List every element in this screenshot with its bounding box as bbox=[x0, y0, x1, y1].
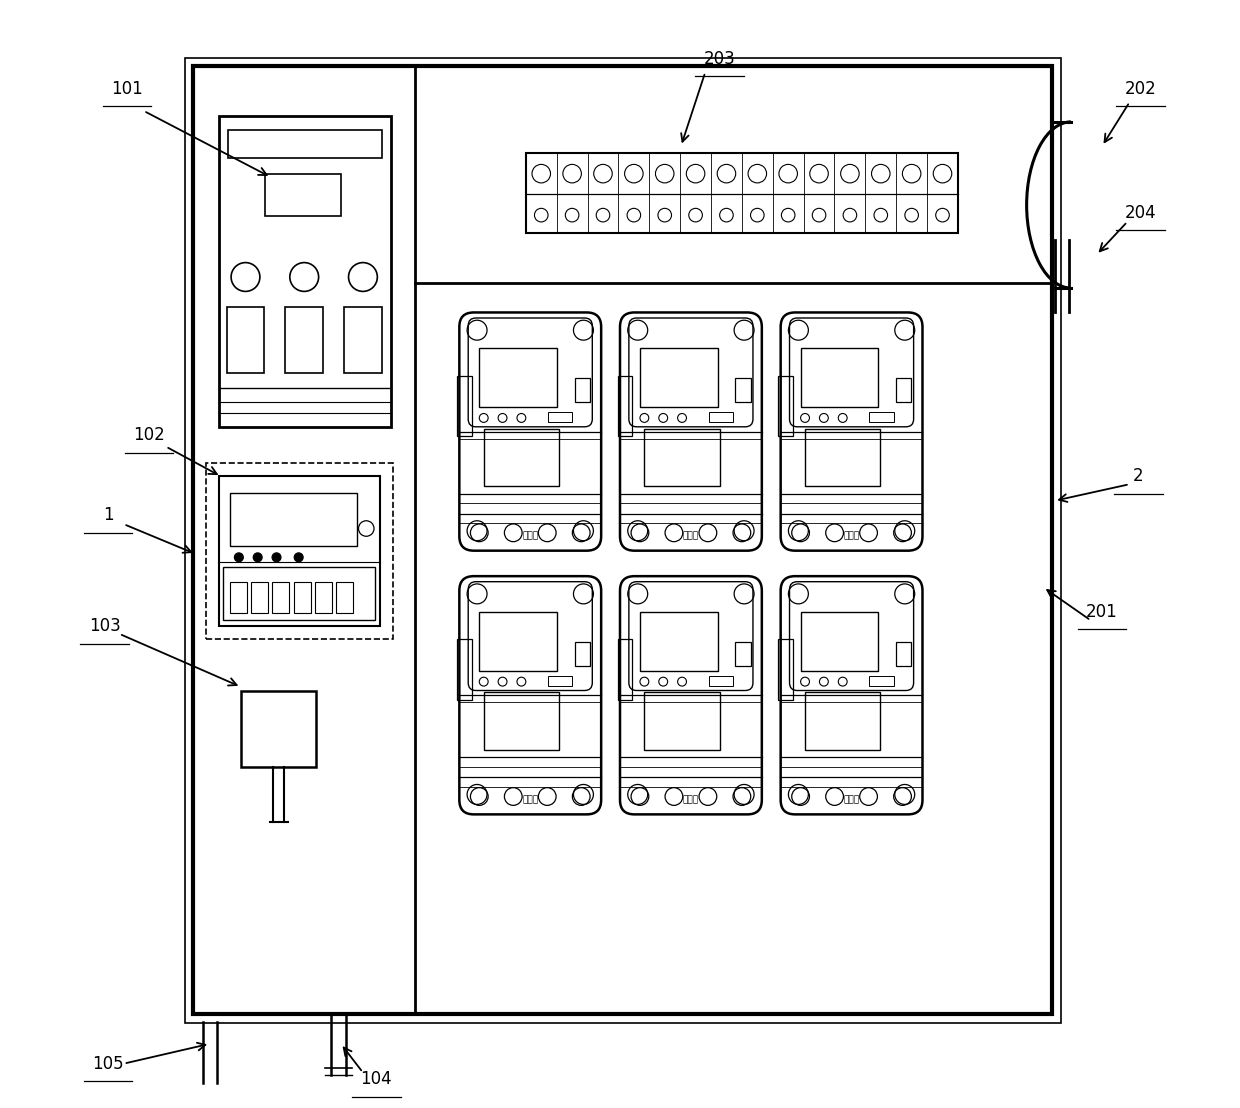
Text: 三相表: 三相表 bbox=[522, 796, 538, 804]
Text: 104: 104 bbox=[361, 1070, 392, 1088]
Bar bbox=[618, 639, 632, 700]
Text: 202: 202 bbox=[1125, 80, 1157, 98]
Bar bbox=[895, 642, 911, 666]
Bar bbox=[229, 493, 357, 546]
Bar bbox=[801, 348, 878, 407]
Bar bbox=[285, 307, 324, 373]
Bar bbox=[548, 676, 573, 686]
Bar bbox=[294, 582, 311, 613]
Bar bbox=[206, 463, 393, 639]
Circle shape bbox=[253, 553, 262, 562]
Text: 三相表: 三相表 bbox=[522, 532, 538, 541]
Bar bbox=[193, 66, 1052, 1014]
Bar bbox=[223, 567, 376, 620]
Bar bbox=[345, 307, 382, 373]
Bar bbox=[336, 582, 353, 613]
Bar bbox=[480, 612, 557, 670]
Bar bbox=[458, 376, 471, 437]
Text: 203: 203 bbox=[704, 50, 735, 68]
Bar bbox=[640, 348, 718, 407]
Circle shape bbox=[294, 553, 303, 562]
Bar bbox=[735, 642, 750, 666]
Text: 101: 101 bbox=[112, 80, 143, 98]
Text: 三相表: 三相表 bbox=[683, 796, 699, 804]
Bar bbox=[645, 429, 719, 486]
Bar bbox=[273, 582, 289, 613]
Text: 201: 201 bbox=[1086, 603, 1117, 620]
Text: 103: 103 bbox=[89, 617, 120, 635]
Text: 三相表: 三相表 bbox=[843, 796, 859, 804]
Bar bbox=[708, 676, 733, 686]
Bar bbox=[458, 639, 471, 700]
Bar bbox=[252, 582, 268, 613]
Text: 105: 105 bbox=[92, 1055, 124, 1073]
Bar bbox=[480, 348, 557, 407]
Text: 2: 2 bbox=[1133, 468, 1143, 485]
Bar bbox=[219, 116, 391, 427]
Bar bbox=[618, 376, 632, 437]
Bar bbox=[484, 429, 559, 486]
Bar bbox=[241, 691, 316, 767]
Bar bbox=[185, 58, 1061, 1023]
Bar bbox=[708, 412, 733, 422]
Bar bbox=[869, 412, 894, 422]
Bar bbox=[526, 153, 959, 233]
Bar bbox=[805, 692, 880, 750]
Bar bbox=[779, 639, 792, 700]
Bar bbox=[869, 676, 894, 686]
Text: 三相表: 三相表 bbox=[683, 532, 699, 541]
Bar bbox=[640, 612, 718, 670]
Bar bbox=[219, 476, 379, 626]
Bar bbox=[805, 429, 880, 486]
Text: 102: 102 bbox=[133, 427, 165, 444]
Bar bbox=[574, 642, 590, 666]
Bar bbox=[779, 376, 792, 437]
Bar bbox=[895, 378, 911, 402]
Text: 204: 204 bbox=[1125, 204, 1157, 222]
Text: 三相表: 三相表 bbox=[843, 532, 859, 541]
Bar bbox=[229, 582, 247, 613]
Circle shape bbox=[234, 553, 243, 562]
Bar bbox=[548, 412, 573, 422]
Bar bbox=[484, 692, 559, 750]
Bar bbox=[227, 307, 264, 373]
Bar bbox=[315, 582, 332, 613]
Circle shape bbox=[272, 553, 281, 562]
Text: 1: 1 bbox=[103, 506, 113, 524]
Bar bbox=[228, 130, 382, 158]
Bar bbox=[574, 378, 590, 402]
Bar bbox=[801, 612, 878, 670]
Bar bbox=[265, 174, 341, 216]
Bar bbox=[735, 378, 750, 402]
Bar bbox=[645, 692, 719, 750]
